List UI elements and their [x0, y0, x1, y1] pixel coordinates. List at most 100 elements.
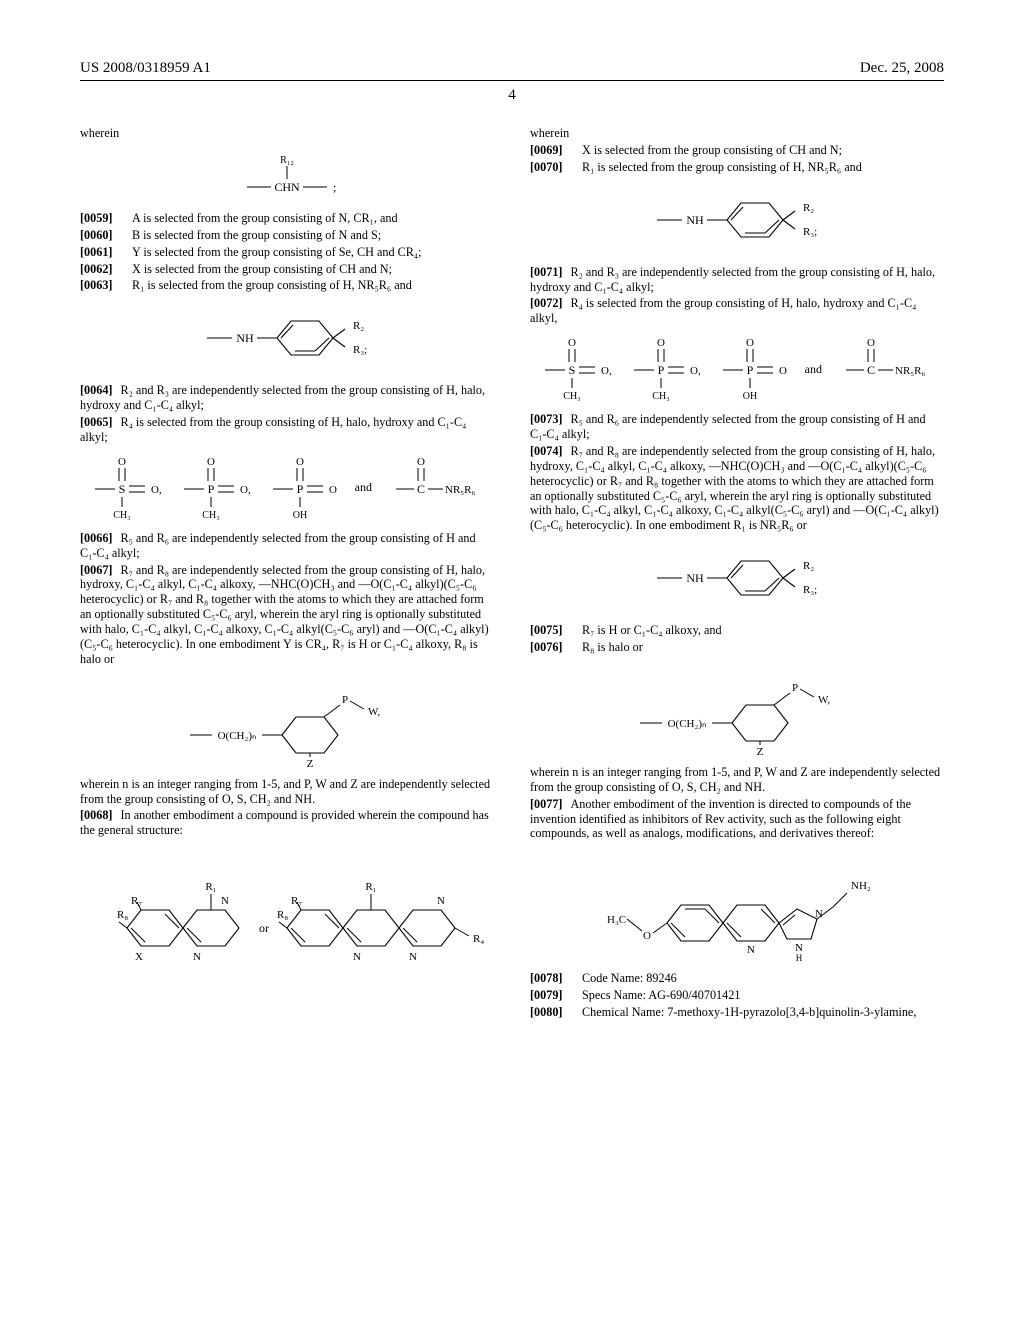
svg-text:CH₃: CH₃: [652, 391, 669, 402]
post-ring-right: wherein n is an integer ranging from 1-5…: [530, 765, 944, 795]
svg-text:S: S: [118, 482, 125, 496]
p63: [0063]R₁ is selected from the group cons…: [80, 278, 494, 293]
svg-text:O: O: [643, 930, 651, 942]
left-column: wherein R₁₂ CHN ; [0059]A is selected fr…: [80, 124, 494, 1022]
svg-text:C: C: [867, 363, 875, 377]
svg-text:O,: O,: [690, 365, 701, 377]
four-fragments-right: O S O, CH₃ O P O, CH₃: [530, 334, 944, 404]
svg-text:N: N: [409, 951, 417, 963]
svg-text:N: N: [437, 895, 445, 907]
p65: [0065]R₄ is selected from the group cons…: [80, 415, 494, 445]
svg-text:N: N: [815, 908, 823, 920]
svg-text:Z: Z: [757, 746, 764, 758]
svg-text:NH₂: NH₂: [851, 880, 871, 892]
svg-text:P: P: [747, 363, 754, 377]
svg-text:R₂: R₂: [353, 320, 364, 332]
page-number: 4: [80, 87, 944, 104]
wherein-text: wherein: [80, 126, 494, 141]
chn-label: CHN: [274, 180, 300, 194]
compound-89246: H₃C O N N: [530, 851, 944, 961]
svg-text:O: O: [568, 337, 576, 349]
svg-text:X: X: [135, 951, 143, 963]
och2n-ring-left: O(CH₂)ₙ P W, Z: [80, 677, 494, 767]
svg-text:R₇: R₇: [291, 895, 302, 907]
p67: [0067]R₇ and R₈ are independently select…: [80, 563, 494, 667]
svg-text:O: O: [746, 337, 754, 349]
svg-text:O: O: [867, 337, 875, 349]
svg-text:W,: W,: [818, 694, 830, 706]
p80: [0080]Chemical Name: 7-methoxy-1H-pyrazo…: [530, 1005, 944, 1020]
svg-text:O: O: [417, 456, 425, 468]
svg-text:O: O: [657, 337, 665, 349]
svg-text:N: N: [221, 895, 229, 907]
svg-text:OH: OH: [293, 510, 307, 521]
svg-text:R₂: R₂: [803, 202, 814, 214]
svg-text:O(CH₂)ₙ: O(CH₂)ₙ: [668, 718, 707, 730]
svg-text:R₃;: R₃;: [353, 344, 367, 356]
svg-text:C: C: [417, 482, 425, 496]
patent-page: US 2008/0318959 A1 Dec. 25, 2008 4 where…: [0, 0, 1024, 1320]
svg-text:O: O: [329, 484, 337, 496]
header-right: Dec. 25, 2008: [860, 60, 944, 77]
p69: [0069]X is selected from the group consi…: [530, 143, 944, 158]
svg-text:P: P: [297, 482, 304, 496]
header-bar: US 2008/0318959 A1 Dec. 25, 2008: [80, 60, 944, 81]
r12-label: R₁₂: [280, 155, 294, 166]
p70: [0070]R₁ is selected from the group cons…: [530, 160, 944, 175]
svg-text:R₃;: R₃;: [803, 584, 817, 596]
svg-text:S: S: [568, 363, 575, 377]
chn-fragment: R₁₂ CHN ;: [80, 151, 494, 201]
p62: [0062]X is selected from the group consi…: [80, 262, 494, 277]
p71: [0071]R₂ and R₃ are independently select…: [530, 265, 944, 295]
p78: [0078]Code Name: 89246: [530, 971, 944, 986]
svg-text:R₇: R₇: [131, 895, 142, 907]
p68: [0068]In another embodiment a compound i…: [80, 808, 494, 838]
svg-text:or: or: [259, 921, 269, 935]
p77: [0077]Another embodiment of the inventio…: [530, 797, 944, 842]
svg-text:O(CH₂)ₙ: O(CH₂)ₙ: [218, 730, 257, 742]
svg-text:O: O: [207, 456, 215, 468]
p76: [0076]R₈ is halo or: [530, 640, 944, 655]
four-fragments-left: O S O, CH₃ O P O,: [80, 453, 494, 523]
columns: wherein R₁₂ CHN ; [0059]A is selected fr…: [80, 124, 944, 1022]
svg-text:N: N: [747, 944, 755, 956]
svg-text:O,: O,: [601, 365, 612, 377]
nh-phenyl-fragment-right: NH R₂ R₃;: [530, 185, 944, 255]
svg-text:CH₃: CH₃: [202, 510, 219, 521]
p61: [0061]Y is selected from the group consi…: [80, 245, 494, 260]
p59: [0059]A is selected from the group consi…: [80, 211, 494, 226]
p73: [0073]R₅ and R₆ are independently select…: [530, 412, 944, 442]
nh-phenyl-fragment-left: NH R₂ R₃;: [80, 303, 494, 373]
p60: [0060]B is selected from the group consi…: [80, 228, 494, 243]
svg-text:;: ;: [333, 180, 336, 194]
p79: [0079]Specs Name: AG-690/40701421: [530, 988, 944, 1003]
och2n-ring-right: O(CH₂)ₙ P W, Z: [530, 665, 944, 755]
header-left: US 2008/0318959 A1: [80, 60, 211, 77]
svg-text:P: P: [658, 363, 665, 377]
big-double-structure: R₈ R₇ X N N R₁ or: [80, 848, 494, 988]
svg-text:O: O: [118, 456, 126, 468]
svg-text:N: N: [353, 951, 361, 963]
svg-text:NR₅R₆: NR₅R₆: [445, 484, 475, 496]
left-bicycle: R₈ R₇ X N N R₁: [117, 881, 239, 963]
svg-text:N: N: [193, 951, 201, 963]
svg-text:R₈: R₈: [277, 909, 288, 921]
right-tricycle: R₈ R₇ R₁ N N N R₄: [277, 881, 484, 963]
svg-text:R₂: R₂: [803, 560, 814, 572]
svg-text:W,: W,: [368, 706, 380, 718]
svg-text:R₃;: R₃;: [803, 226, 817, 238]
post-ring-left: wherein n is an integer ranging from 1-5…: [80, 777, 494, 807]
svg-text:H: H: [796, 953, 803, 963]
svg-text:NH: NH: [686, 213, 704, 227]
wherein-right: wherein: [530, 126, 944, 141]
svg-text:O,: O,: [151, 484, 162, 496]
p75: [0075]R₇ is H or C₁-C₄ alkoxy, and: [530, 623, 944, 638]
svg-text:P: P: [342, 694, 348, 706]
svg-text:P: P: [208, 482, 215, 496]
svg-text:R₈: R₈: [117, 909, 128, 921]
p74: [0074]R₇ and R₈ are independently select…: [530, 444, 944, 533]
svg-text:R₁: R₁: [205, 881, 216, 893]
svg-text:Z: Z: [307, 758, 314, 770]
svg-text:O,: O,: [240, 484, 251, 496]
p66: [0066]R₅ and R₆ are independently select…: [80, 531, 494, 561]
